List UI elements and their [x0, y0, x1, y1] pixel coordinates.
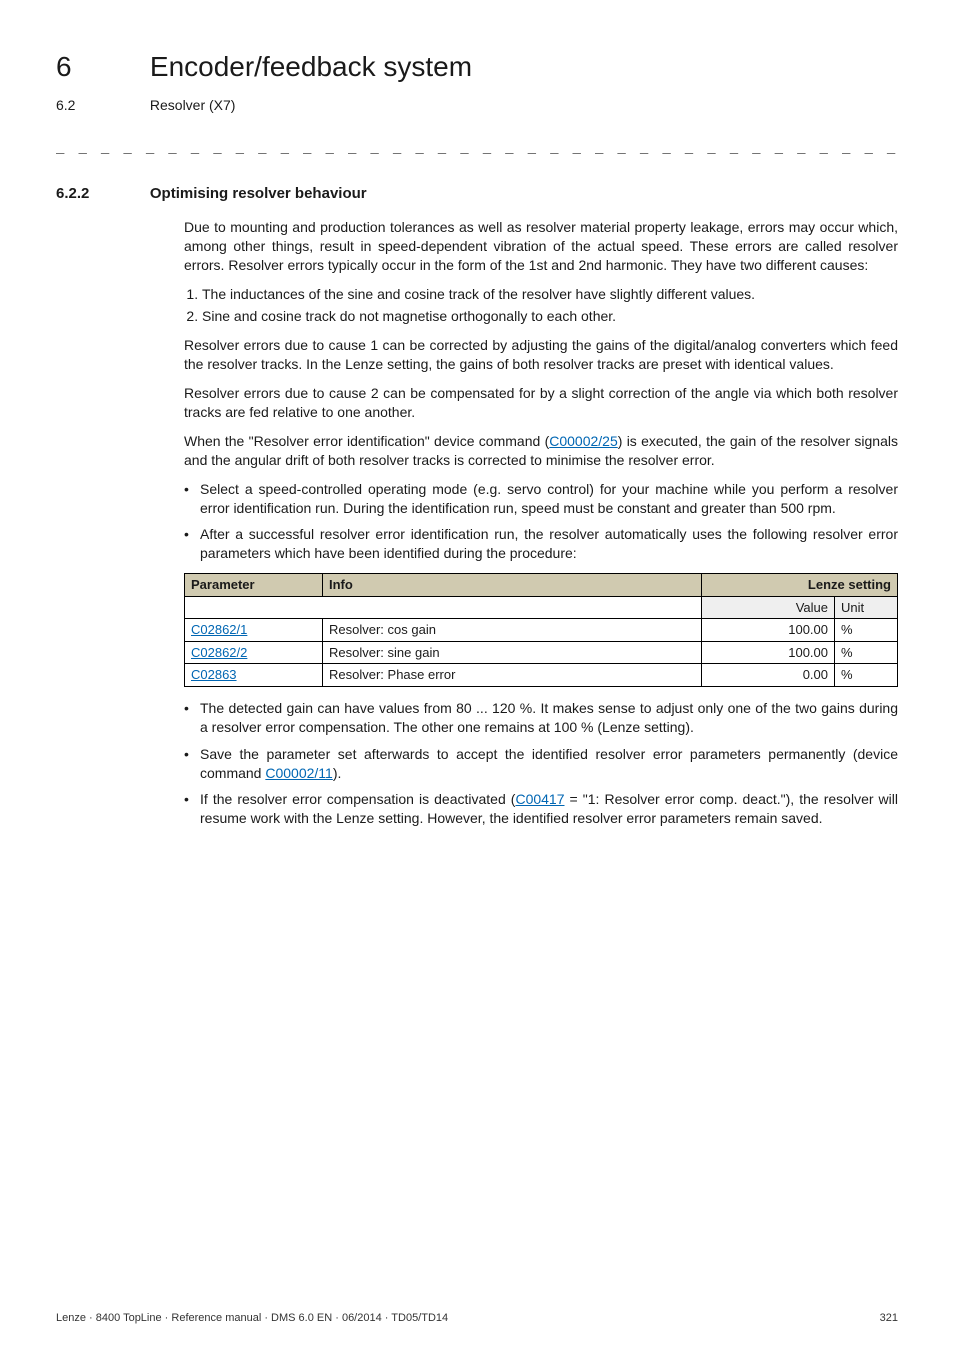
param-cell: C02862/2	[185, 641, 323, 664]
page-footer: Lenze · 8400 TopLine · Reference manual …	[56, 1311, 898, 1326]
numbered-list: The inductances of the sine and cosine t…	[202, 285, 898, 327]
param-link[interactable]: C00002/11	[265, 765, 332, 781]
list-item: Save the parameter set afterwards to acc…	[184, 745, 898, 783]
subsection-title: Optimising resolver behaviour	[150, 184, 367, 204]
list-item: The inductances of the sine and cosine t…	[202, 285, 898, 304]
subsection-heading: 6.2.2 Optimising resolver behaviour	[56, 184, 898, 204]
paragraph: Due to mounting and production tolerance…	[184, 218, 898, 275]
param-link[interactable]: C02862/1	[191, 622, 247, 637]
unit-cell: %	[835, 664, 898, 687]
page-header: 6 Encoder/feedback system 6.2 Resolver (…	[56, 48, 898, 115]
text-run: When the "Resolver error identification"…	[184, 433, 549, 449]
param-link[interactable]: C02862/2	[191, 645, 247, 660]
param-cell: C02862/1	[185, 619, 323, 642]
unit-cell: %	[835, 619, 898, 642]
list-item: Select a speed-controlled operating mode…	[184, 480, 898, 518]
table-row: C02863 Resolver: Phase error 0.00 %	[185, 664, 898, 687]
param-link[interactable]: C00002/25	[549, 433, 618, 449]
empty-cell	[185, 596, 702, 619]
table-header-row: Parameter Info Lenze setting	[185, 574, 898, 597]
value-cell: 0.00	[702, 664, 835, 687]
column-header: Parameter	[185, 574, 323, 597]
list-item: Sine and cosine track do not magnetise o…	[202, 307, 898, 326]
bullet-list: The detected gain can have values from 8…	[184, 699, 898, 828]
unit-cell: %	[835, 641, 898, 664]
subsection-number: 6.2.2	[56, 184, 146, 204]
list-item: If the resolver error compensation is de…	[184, 790, 898, 828]
section-title: Resolver (X7)	[150, 96, 236, 115]
chapter-number: 6	[56, 48, 146, 86]
chapter-title: Encoder/feedback system	[150, 48, 472, 86]
body-content: Due to mounting and production tolerance…	[184, 218, 898, 828]
text-run: If the resolver error compensation is de…	[200, 791, 515, 807]
column-header: Lenze setting	[702, 574, 898, 597]
text-run: ).	[333, 765, 342, 781]
paragraph: When the "Resolver error identification"…	[184, 432, 898, 470]
column-header: Info	[323, 574, 702, 597]
value-cell: 100.00	[702, 641, 835, 664]
info-cell: Resolver: Phase error	[323, 664, 702, 687]
table-row: C02862/1 Resolver: cos gain 100.00 %	[185, 619, 898, 642]
info-cell: Resolver: cos gain	[323, 619, 702, 642]
list-item: After a successful resolver error identi…	[184, 525, 898, 563]
value-cell: 100.00	[702, 619, 835, 642]
subcolumn-header: Value	[702, 596, 835, 619]
paragraph: Resolver errors due to cause 2 can be co…	[184, 384, 898, 422]
paragraph: Resolver errors due to cause 1 can be co…	[184, 336, 898, 374]
divider-rule: _ _ _ _ _ _ _ _ _ _ _ _ _ _ _ _ _ _ _ _ …	[56, 137, 898, 156]
section-number: 6.2	[56, 96, 146, 115]
list-item: The detected gain can have values from 8…	[184, 699, 898, 737]
table-subheader-row: Value Unit	[185, 596, 898, 619]
param-link[interactable]: C02863	[191, 667, 237, 682]
param-cell: C02863	[185, 664, 323, 687]
info-cell: Resolver: sine gain	[323, 641, 702, 664]
parameter-table: Parameter Info Lenze setting Value Unit …	[184, 573, 898, 687]
table-row: C02862/2 Resolver: sine gain 100.00 %	[185, 641, 898, 664]
page-number: 321	[880, 1311, 898, 1326]
param-link[interactable]: C00417	[515, 791, 564, 807]
footer-left: Lenze · 8400 TopLine · Reference manual …	[56, 1311, 448, 1326]
bullet-list: Select a speed-controlled operating mode…	[184, 480, 898, 564]
subcolumn-header: Unit	[835, 596, 898, 619]
